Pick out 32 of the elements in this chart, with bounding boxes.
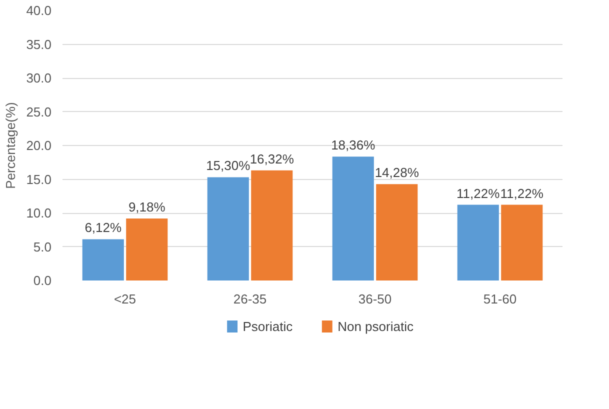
y-tick-label: 35.0 [26, 36, 52, 52]
bar [457, 204, 499, 280]
data-label: 18,36% [331, 138, 376, 153]
bar [207, 177, 249, 280]
bar [126, 218, 168, 280]
y-tick-label: 5.0 [33, 239, 52, 254]
x-tick-label: <25 [114, 292, 136, 306]
data-label: 15,30% [206, 158, 251, 174]
legend-label: Non psoriatic [338, 319, 414, 334]
data-label: 9,18% [128, 200, 166, 215]
data-label: 14,28% [374, 165, 420, 180]
bar [332, 156, 374, 280]
y-tick-label: 10.0 [26, 206, 52, 220]
x-tick-label: 26-35 [233, 292, 267, 306]
bar [501, 204, 543, 280]
y-tick-label: 40.0 [26, 3, 52, 18]
x-tick-label: 51-60 [483, 292, 517, 306]
y-tick-label: 25.0 [26, 104, 52, 120]
bar [251, 170, 293, 280]
data-label: 16,32% [250, 151, 294, 166]
bar [376, 184, 418, 280]
x-tick-label: 36-50 [358, 292, 392, 306]
y-tick-label: 30.0 [26, 70, 52, 86]
y-tick-label: 15.0 [26, 172, 52, 187]
legend-label: Psoriatic [242, 319, 294, 334]
data-label: 11,22% [500, 186, 544, 201]
y-tick-label: 0.0 [33, 273, 52, 288]
data-label: 6,12% [84, 220, 122, 236]
y-axis-title: Percentage(%) [3, 102, 18, 189]
y-tick-label: 20.0 [26, 138, 52, 153]
bar [82, 239, 124, 280]
data-label: 11,22% [456, 186, 500, 201]
